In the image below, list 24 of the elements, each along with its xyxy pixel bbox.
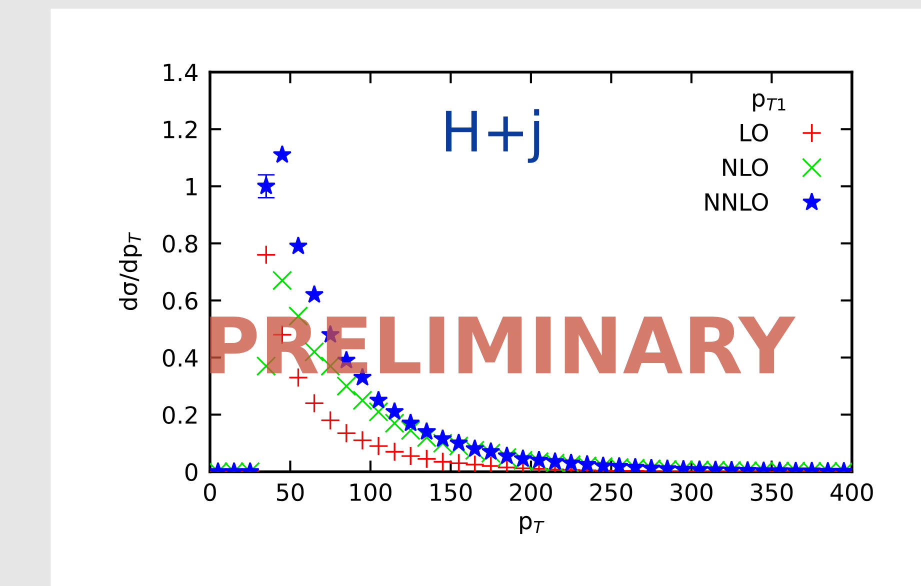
y-tick-label: 1.4 xyxy=(164,64,198,82)
x-tick-label: 200 xyxy=(510,483,552,502)
y-tick-label: 0 xyxy=(185,463,198,482)
y-axis-title: dσ/dp$_{T}$ xyxy=(118,232,142,310)
x-axis-title: p$_{T}$ xyxy=(520,516,544,534)
x-tick-label: 150 xyxy=(430,483,472,502)
annotation: H+j xyxy=(446,109,540,163)
y-tick-label: 1.2 xyxy=(164,120,197,138)
x-tick-label: 300 xyxy=(670,483,712,502)
legend-label: NLO xyxy=(723,158,768,176)
x-tick-label: 100 xyxy=(350,483,392,502)
x-tick-label: 350 xyxy=(750,483,793,502)
legend-title: p$_{T1}$ xyxy=(753,93,786,112)
legend-label: NNLO xyxy=(705,193,768,211)
y-tick-label: 0.2 xyxy=(162,406,197,424)
x-tick-label: 250 xyxy=(590,483,632,502)
y-tick-label: 0.4 xyxy=(162,348,198,367)
x-tick-label: 400 xyxy=(830,483,873,502)
x-tick-label: 0 xyxy=(204,483,216,502)
legend-label: LO xyxy=(740,124,768,142)
y-tick-label: 0.6 xyxy=(162,292,198,310)
y-tick-label: 1 xyxy=(186,178,197,196)
x-tick-label: 50 xyxy=(277,483,304,502)
y-tick-label: 0.8 xyxy=(162,234,198,253)
